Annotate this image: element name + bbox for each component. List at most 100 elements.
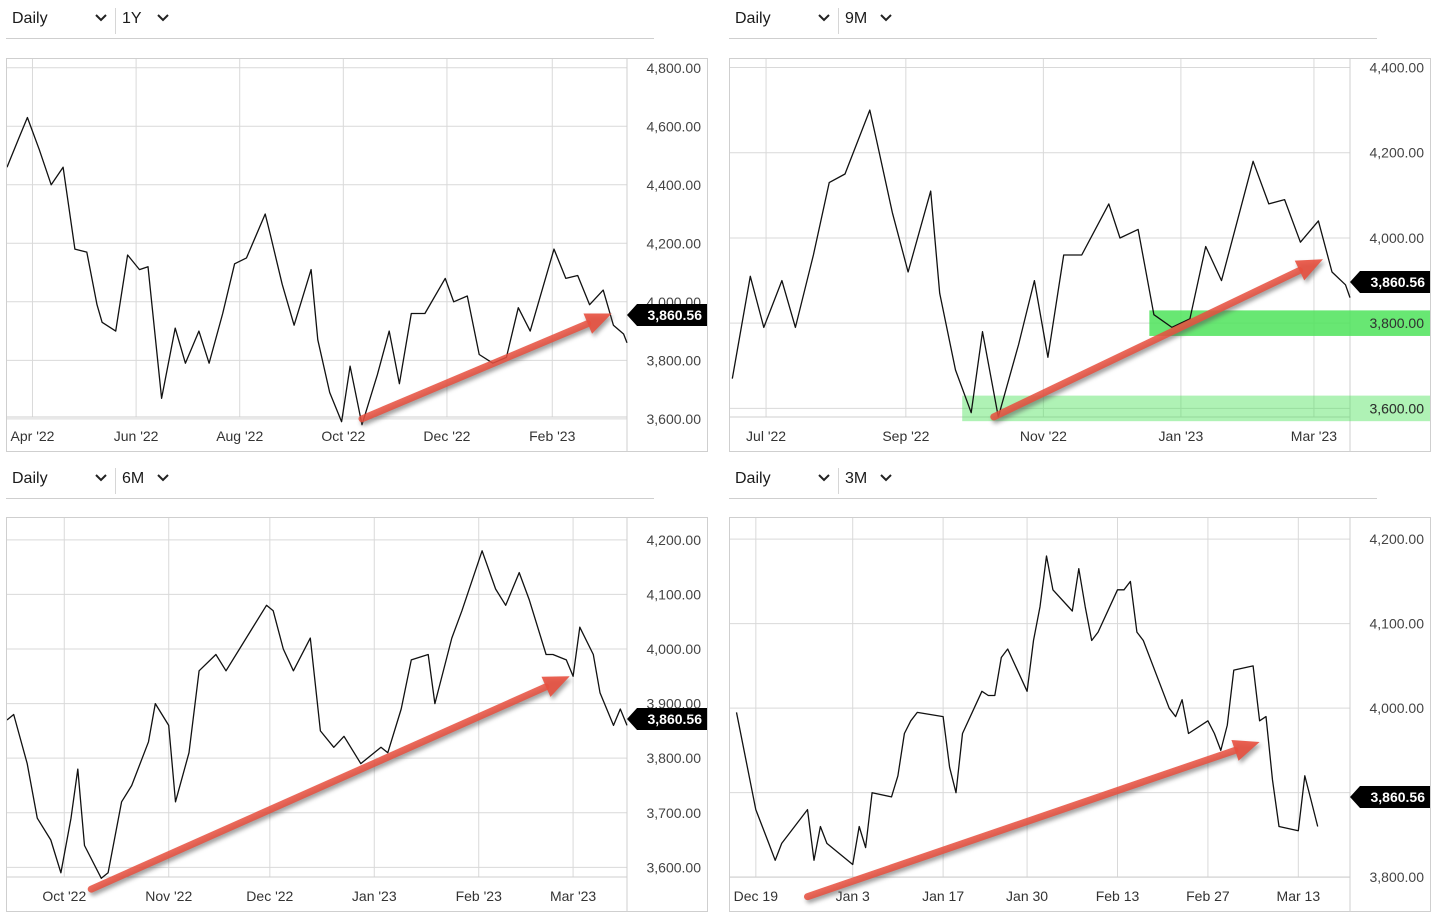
price-chart[interactable]: 3,600.00 3,800.00 4,000.00 4,200.00 4,400.00…	[730, 59, 1430, 451]
x-tick-label: Feb '23	[456, 888, 502, 904]
x-tick-label: Nov '22	[145, 888, 192, 904]
last-price-badge: 3,860.56	[1350, 271, 1430, 293]
price-line	[7, 550, 628, 879]
chart-area[interactable]: 3,800.003,900.004,000.004,100.004,200.00…	[729, 517, 1431, 912]
x-tick-label: Aug '22	[216, 428, 263, 444]
zone-label: 3,600.00	[1370, 400, 1425, 416]
x-tick-label: Jun '22	[114, 428, 159, 444]
y-tick-label: 3,600.00	[647, 411, 702, 427]
interval-dropdown[interactable]: Daily	[735, 0, 835, 38]
toolbar-divider	[838, 468, 839, 494]
x-tick-label: Dec 19	[734, 888, 779, 904]
x-tick-label: Feb 27	[1186, 888, 1230, 904]
price-badge-value: 3,860.56	[1371, 789, 1426, 805]
y-tick-label: 4,200.00	[1370, 145, 1425, 161]
last-price-badge: 3,860.56	[1350, 786, 1430, 808]
arrow-shaft	[990, 266, 1303, 421]
y-tick-label: 3,800.00	[1370, 869, 1425, 885]
toolbar-divider	[838, 8, 839, 34]
price-chart[interactable]: 3,600.00 3,700.00 3,800.00 3,900.00 4,000.00…	[7, 518, 707, 911]
chart-panel-6m: Daily 6M 3,600.00 3,700.00 3,800.00 3,900.0…	[0, 460, 712, 913]
arrow-head	[1231, 739, 1260, 761]
trend-arrow	[358, 313, 614, 426]
x-tick-label: Jan 30	[1006, 888, 1048, 904]
range-dropdown[interactable]: 3M	[845, 460, 905, 498]
range-dropdown[interactable]: 9M	[845, 0, 905, 38]
y-tick-label: 4,000.00	[647, 641, 702, 657]
range-label: 6M	[122, 470, 145, 487]
price-badge-value: 3,860.56	[648, 711, 703, 727]
y-tick-label: 4,600.00	[647, 118, 702, 134]
chart-area[interactable]: 3,600.00 3,700.00 3,800.00 3,900.00 4,000.00…	[6, 517, 708, 912]
y-tick-label: 3,900.00	[647, 696, 702, 712]
arrow-shadow-shaft	[992, 269, 1305, 424]
y-tick-label: 3,800.00	[647, 352, 702, 368]
y-tick-label: 3,700.00	[647, 805, 702, 821]
interval-dropdown[interactable]: Daily	[12, 460, 112, 498]
x-tick-label: Oct '22	[42, 888, 86, 904]
trend-arrow	[804, 739, 1262, 904]
x-tick-label: Feb 13	[1096, 888, 1140, 904]
interval-dropdown[interactable]: Daily	[735, 460, 835, 498]
chart-panel-3m: Daily 3M 3,800.003,900.004,000.004,100.0…	[723, 460, 1433, 913]
y-tick-label: 4,200.00	[647, 235, 702, 251]
arrow-shadow-shaft	[360, 323, 594, 426]
price-badge-value: 3,860.56	[648, 307, 703, 323]
interval-dropdown[interactable]: Daily	[12, 0, 112, 38]
range-label: 1Y	[122, 10, 142, 27]
x-tick-label: Jan '23	[352, 888, 397, 904]
price-line	[7, 116, 628, 426]
toolbar-divider	[115, 468, 116, 494]
arrow-head	[583, 313, 612, 334]
y-tick-label: 4,200.00	[647, 532, 702, 548]
x-tick-label: Jan 3	[836, 888, 870, 904]
range-label: 9M	[845, 10, 868, 27]
chevron-down-icon	[818, 474, 830, 482]
interval-label: Daily	[12, 10, 48, 27]
x-tick-label: Jan '23	[1159, 428, 1204, 444]
price-badge-shape	[627, 304, 707, 326]
price-line	[731, 109, 1351, 418]
y-tick-label: 4,400.00	[1370, 60, 1425, 76]
last-price-badge: 3,860.56	[627, 708, 707, 730]
trend-arrow-shadow	[89, 679, 572, 896]
zone-label: 3,800.00	[1370, 315, 1425, 331]
toolbar-divider	[115, 8, 116, 34]
y-tick-label: 4,000.00	[1370, 230, 1425, 246]
arrow-head	[541, 676, 570, 697]
price-badge-shape	[627, 708, 707, 730]
x-tick-label: Mar 13	[1277, 888, 1321, 904]
x-tick-label: Mar '23	[550, 888, 596, 904]
chevron-down-icon	[880, 474, 892, 482]
x-tick-label: Mar '23	[1291, 428, 1337, 444]
interval-label: Daily	[12, 470, 48, 487]
x-tick-label: Feb '23	[529, 428, 575, 444]
x-tick-label: Dec '22	[423, 428, 470, 444]
range-dropdown[interactable]: 6M	[122, 460, 182, 498]
chevron-down-icon	[95, 14, 107, 22]
x-tick-label: Nov '22	[1020, 428, 1067, 444]
y-tick-label: 4,800.00	[647, 60, 702, 76]
price-badge-value: 3,860.56	[1371, 274, 1426, 290]
x-tick-label: Sep '22	[882, 428, 929, 444]
x-tick-label: Dec '22	[246, 888, 293, 904]
range-dropdown[interactable]: 1Y	[122, 0, 182, 38]
arrow-shaft	[804, 746, 1239, 901]
arrow-shaft	[358, 320, 592, 423]
x-tick-label: Oct '22	[321, 428, 365, 444]
chart-panel-9m: Daily 9M 3,600.00 3,800.00 4,000.00 4,200.0…	[723, 0, 1433, 452]
y-tick-label: 3,800.00	[647, 750, 702, 766]
interval-label: Daily	[735, 10, 771, 27]
price-chart[interactable]: 3,800.003,900.004,000.004,100.004,200.00…	[730, 518, 1430, 911]
y-tick-label: 3,600.00	[1370, 400, 1425, 416]
chart-area[interactable]: 3,600.00 3,800.00 4,000.00 4,200.00 4,400.00…	[729, 58, 1431, 452]
price-chart[interactable]: 3,600.003,800.004,000.004,200.004,400.00…	[7, 59, 707, 451]
price-line	[735, 555, 1319, 866]
x-tick-label: Jul '22	[746, 428, 786, 444]
chevron-down-icon	[157, 474, 169, 482]
trend-arrow	[990, 259, 1325, 424]
y-tick-label: 3,600.00	[647, 859, 702, 875]
x-tick-label: Apr '22	[11, 428, 55, 444]
y-tick-label: 4,100.00	[1370, 616, 1425, 632]
